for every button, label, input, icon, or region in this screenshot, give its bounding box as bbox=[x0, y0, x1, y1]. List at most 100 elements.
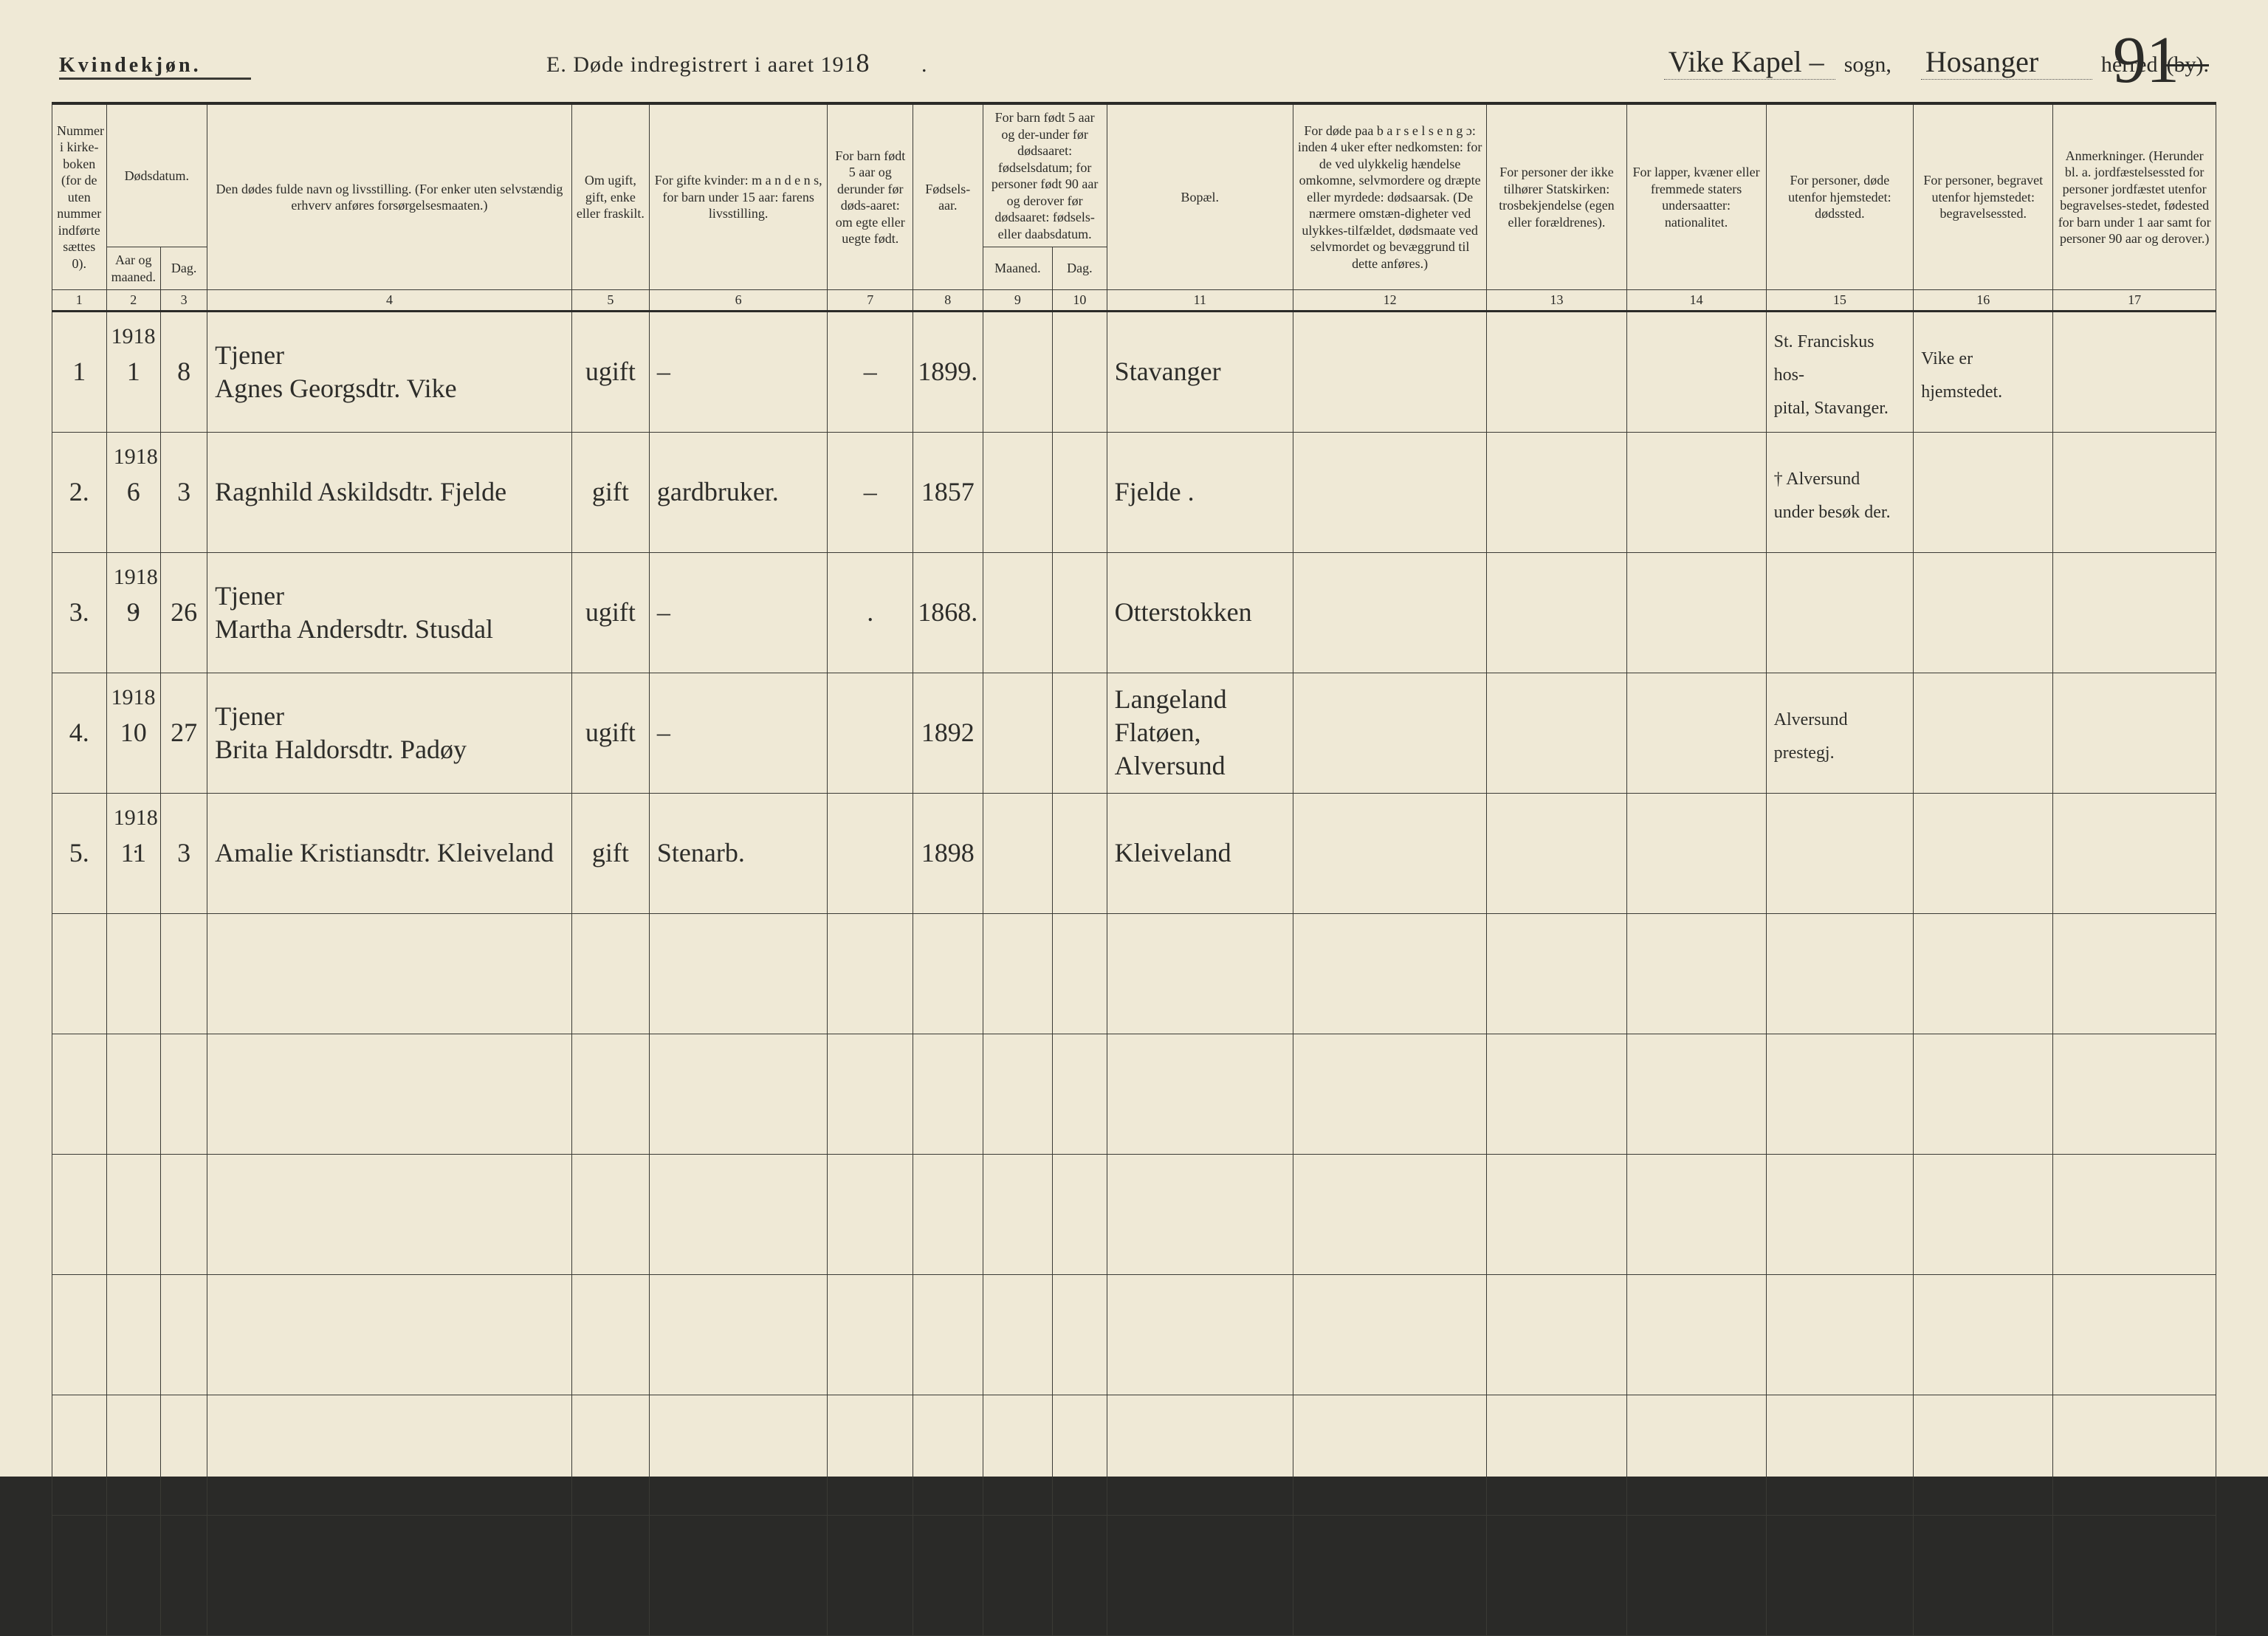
cell-b_d bbox=[1053, 552, 1107, 673]
cell-death_place: Alversundprestegj. bbox=[1766, 673, 1914, 793]
col-index-7: 7 bbox=[828, 290, 913, 312]
empty-cell bbox=[983, 1395, 1053, 1515]
cell-day: 8 bbox=[161, 311, 207, 432]
col-13-header: For personer der ikke tilhører Statskirk… bbox=[1487, 103, 1626, 290]
empty-cell bbox=[1626, 1034, 1766, 1154]
cell-b_m bbox=[983, 311, 1053, 432]
cell-b_m bbox=[983, 552, 1053, 673]
empty-cell bbox=[1293, 913, 1487, 1034]
empty-cell bbox=[1914, 1154, 2053, 1274]
cell-burial_place: Vike erhjemstedet. bbox=[1914, 311, 2053, 432]
cell-legit bbox=[828, 793, 913, 913]
title-period: . bbox=[915, 52, 928, 77]
empty-cell bbox=[1107, 1034, 1293, 1154]
empty-cell bbox=[1626, 1395, 1766, 1515]
title-prefix: E. Døde indregistrert i aaret 191 bbox=[546, 52, 856, 77]
empty-cell bbox=[983, 1274, 1053, 1395]
cell-spouse: gardbruker. bbox=[649, 432, 828, 552]
empty-cell bbox=[2053, 1515, 2216, 1635]
empty-cell bbox=[2053, 1034, 2216, 1154]
col-9-10-header: For barn født 5 aar og der-under før død… bbox=[983, 103, 1107, 247]
cell-spouse: – bbox=[649, 673, 828, 793]
col-14-header: For lapper, kvæner eller fremmede stater… bbox=[1626, 103, 1766, 290]
empty-cell bbox=[1487, 1034, 1626, 1154]
cell-b_m bbox=[983, 673, 1053, 793]
col-index-14: 14 bbox=[1626, 290, 1766, 312]
year-tag: 1918 . bbox=[111, 443, 161, 498]
empty-cell bbox=[913, 1154, 983, 1274]
col-index-4: 4 bbox=[207, 290, 572, 312]
empty-cell bbox=[649, 1154, 828, 1274]
cell-birth_year: 1899. bbox=[913, 311, 983, 432]
cell-cause bbox=[1293, 311, 1487, 432]
cell-num: 5. bbox=[52, 793, 107, 913]
year-tag: 1918 bbox=[111, 684, 156, 712]
empty-cell bbox=[1914, 1395, 2053, 1515]
col-6-header: For gifte kvinder: m a n d e n s, for ba… bbox=[649, 103, 828, 290]
col-index-3: 3 bbox=[161, 290, 207, 312]
empty-cell bbox=[1487, 1395, 1626, 1515]
cell-birth_year: 1892 bbox=[913, 673, 983, 793]
cell-cause bbox=[1293, 673, 1487, 793]
cell-birth_year: 1898 bbox=[913, 793, 983, 913]
cell-nat bbox=[1626, 432, 1766, 552]
empty-cell bbox=[828, 1034, 913, 1154]
empty-cell bbox=[983, 1515, 1053, 1635]
cell-death_place bbox=[1766, 793, 1914, 913]
empty-cell bbox=[649, 1515, 828, 1635]
cell-residence: Stavanger bbox=[1107, 311, 1293, 432]
empty-cell bbox=[2053, 1395, 2216, 1515]
cell-remarks bbox=[2053, 552, 2216, 673]
cell-b_m bbox=[983, 432, 1053, 552]
ledger-body: 1191818TjenerAgnes Georgsdtr. Vikeugift–… bbox=[52, 311, 2216, 1635]
empty-cell bbox=[571, 1034, 649, 1154]
sogn-value: Vike Kapel – bbox=[1664, 44, 1835, 80]
col-11-header: Bopæl. bbox=[1107, 103, 1293, 290]
empty-cell bbox=[52, 1395, 107, 1515]
cell-burial_place bbox=[1914, 552, 2053, 673]
empty-cell bbox=[913, 1034, 983, 1154]
empty-cell bbox=[828, 1154, 913, 1274]
empty-cell bbox=[828, 913, 913, 1034]
col-index-2: 2 bbox=[106, 290, 161, 312]
cell-remarks bbox=[2053, 432, 2216, 552]
cell-status: gift bbox=[571, 432, 649, 552]
empty-cell bbox=[1053, 1274, 1107, 1395]
cell-day: 27 bbox=[161, 673, 207, 793]
cell-faith bbox=[1487, 311, 1626, 432]
cell-day: 26 bbox=[161, 552, 207, 673]
empty-cell bbox=[1766, 1515, 1914, 1635]
empty-cell bbox=[207, 1154, 572, 1274]
cell-status: ugift bbox=[571, 311, 649, 432]
cell-birth_year: 1868. bbox=[913, 552, 983, 673]
empty-cell bbox=[983, 1154, 1053, 1274]
page-number: 91 bbox=[2113, 22, 2179, 98]
col-4-header: Den dødes fulde navn og livsstilling. (F… bbox=[207, 103, 572, 290]
empty-cell bbox=[1293, 1154, 1487, 1274]
cell-month: 191810 bbox=[106, 673, 161, 793]
cell-status: gift bbox=[571, 793, 649, 913]
cell-day: 3 bbox=[161, 793, 207, 913]
empty-cell bbox=[1107, 1395, 1293, 1515]
col-2b-header: Dag. bbox=[161, 247, 207, 290]
table-row: 1191818TjenerAgnes Georgsdtr. Vikeugift–… bbox=[52, 311, 2216, 432]
cell-b_m bbox=[983, 793, 1053, 913]
cell-remarks bbox=[2053, 673, 2216, 793]
empty-cell bbox=[207, 1274, 572, 1395]
cell-num: 2. bbox=[52, 432, 107, 552]
cell-name: TjenerMartha Andersdtr. Stusdal bbox=[207, 552, 572, 673]
cell-legit: – bbox=[828, 311, 913, 432]
cell-nat bbox=[1626, 552, 1766, 673]
empty-cell bbox=[1053, 913, 1107, 1034]
empty-cell bbox=[106, 1034, 161, 1154]
cell-birth_year: 1857 bbox=[913, 432, 983, 552]
col-index-15: 15 bbox=[1766, 290, 1914, 312]
cell-death_place bbox=[1766, 552, 1914, 673]
sogn-block: Vike Kapel – sogn, bbox=[1664, 44, 1891, 80]
col-index-13: 13 bbox=[1487, 290, 1626, 312]
cell-b_d bbox=[1053, 432, 1107, 552]
cell-faith bbox=[1487, 552, 1626, 673]
cell-num: 3. bbox=[52, 552, 107, 673]
empty-cell bbox=[106, 1515, 161, 1635]
empty-cell bbox=[571, 1154, 649, 1274]
